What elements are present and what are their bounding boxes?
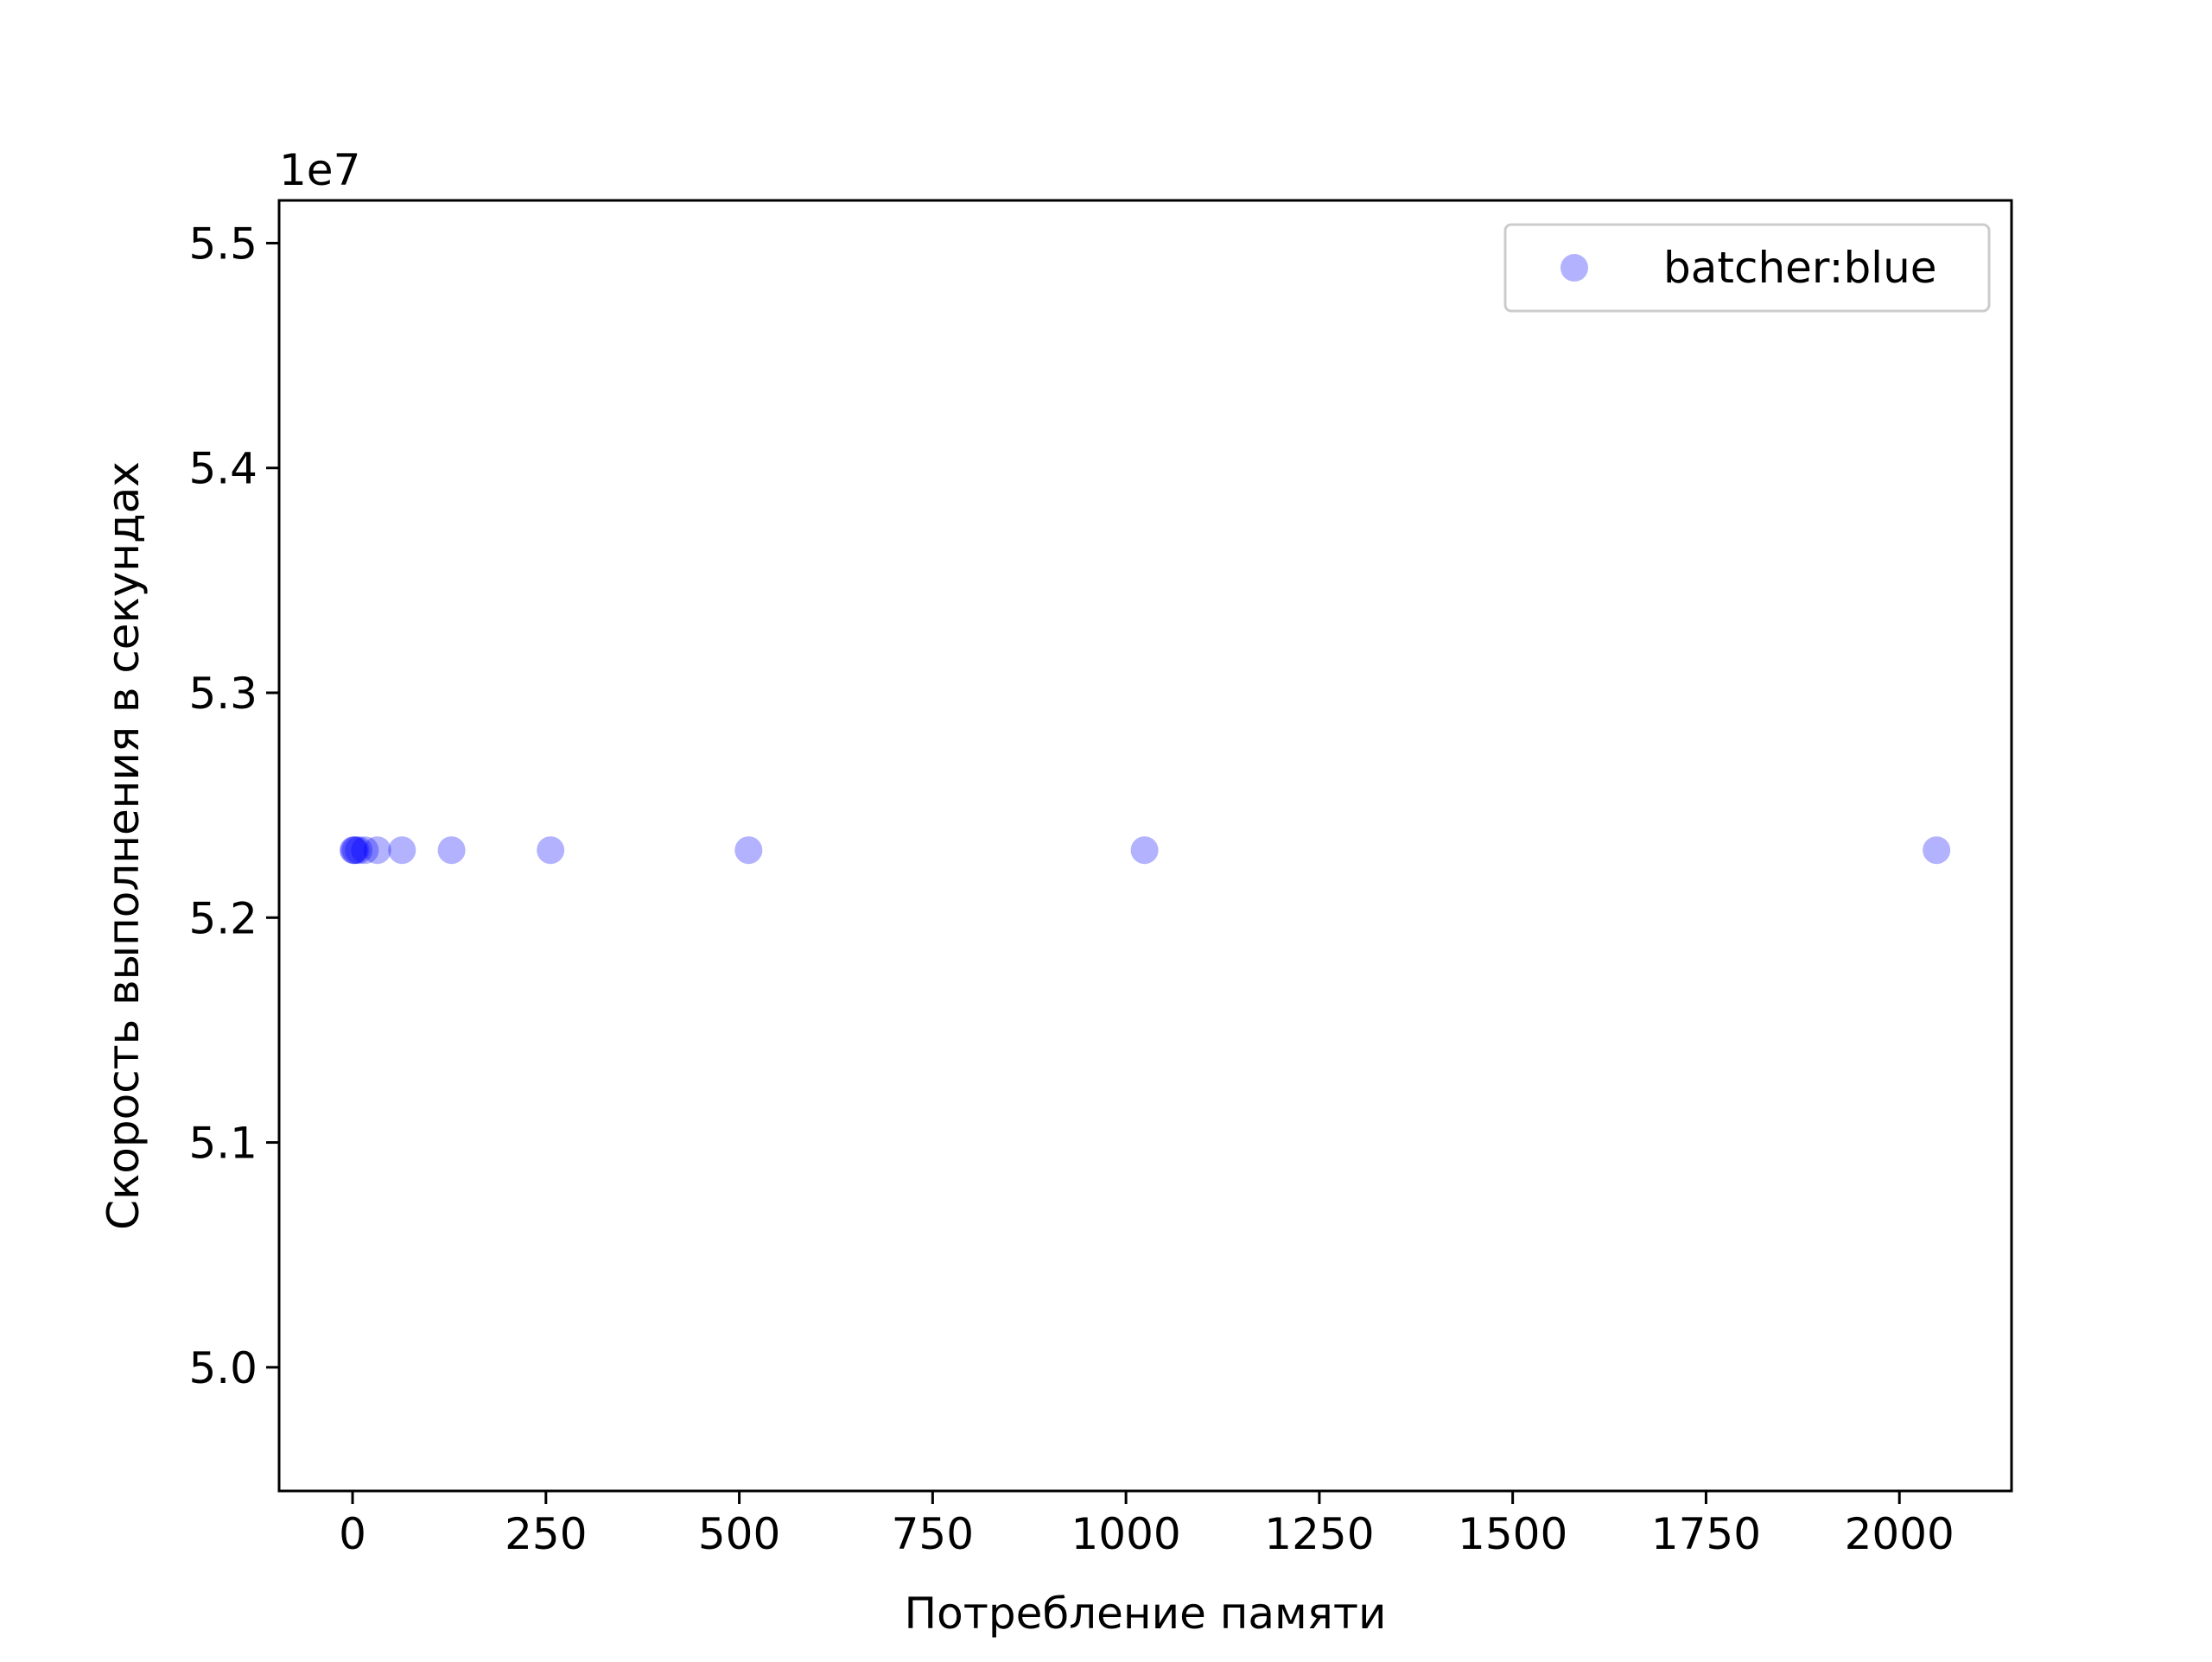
x-tick-label: 1250	[1264, 1509, 1374, 1559]
x-tick-label: 750	[892, 1509, 974, 1559]
data-point	[340, 836, 368, 865]
y-tick-label: 5.4	[188, 444, 257, 494]
y-tick-label: 5.0	[188, 1343, 257, 1393]
y-tick-label: 5.3	[188, 669, 257, 719]
legend-marker	[1560, 254, 1588, 282]
data-point	[537, 836, 565, 865]
legend: batcher:blue	[1503, 223, 1991, 313]
x-tick-label: 1750	[1651, 1509, 1761, 1559]
y-tick-label: 5.1	[188, 1119, 257, 1169]
data-point	[345, 836, 373, 865]
data-point	[1923, 836, 1951, 865]
plot-area-frame	[277, 199, 2013, 1493]
x-tick-label: 250	[505, 1509, 587, 1559]
legend-box	[1503, 223, 1991, 313]
data-point	[363, 836, 391, 865]
data-points	[339, 836, 1951, 865]
x-tick-label: 1500	[1458, 1509, 1567, 1559]
y-axis-offset-label: 1e7	[279, 145, 360, 195]
data-point	[437, 836, 466, 865]
data-point	[388, 836, 416, 865]
x-tick-label: 500	[698, 1509, 780, 1559]
x-axis-ticks: 0 250 500 750 1000 1250 1500 1750 2000	[339, 1491, 1955, 1559]
y-tick-label: 5.5	[188, 219, 257, 269]
data-point	[341, 836, 370, 865]
x-axis-label: Потребление памяти	[905, 1589, 1387, 1639]
x-tick-label: 2000	[1845, 1509, 1955, 1559]
y-axis-ticks: 5.0 5.1 5.2 5.3 5.4 5.5	[188, 219, 279, 1393]
x-tick-label: 0	[339, 1509, 366, 1559]
data-point	[339, 836, 367, 865]
y-axis-label: Скорость выполнения в секундах	[99, 461, 149, 1230]
data-point	[734, 836, 763, 865]
data-point	[351, 836, 379, 865]
legend-label: batcher:blue	[1663, 243, 1937, 293]
data-point	[1130, 836, 1159, 865]
y-tick-label: 5.2	[188, 893, 257, 943]
x-tick-label: 1000	[1071, 1509, 1180, 1559]
